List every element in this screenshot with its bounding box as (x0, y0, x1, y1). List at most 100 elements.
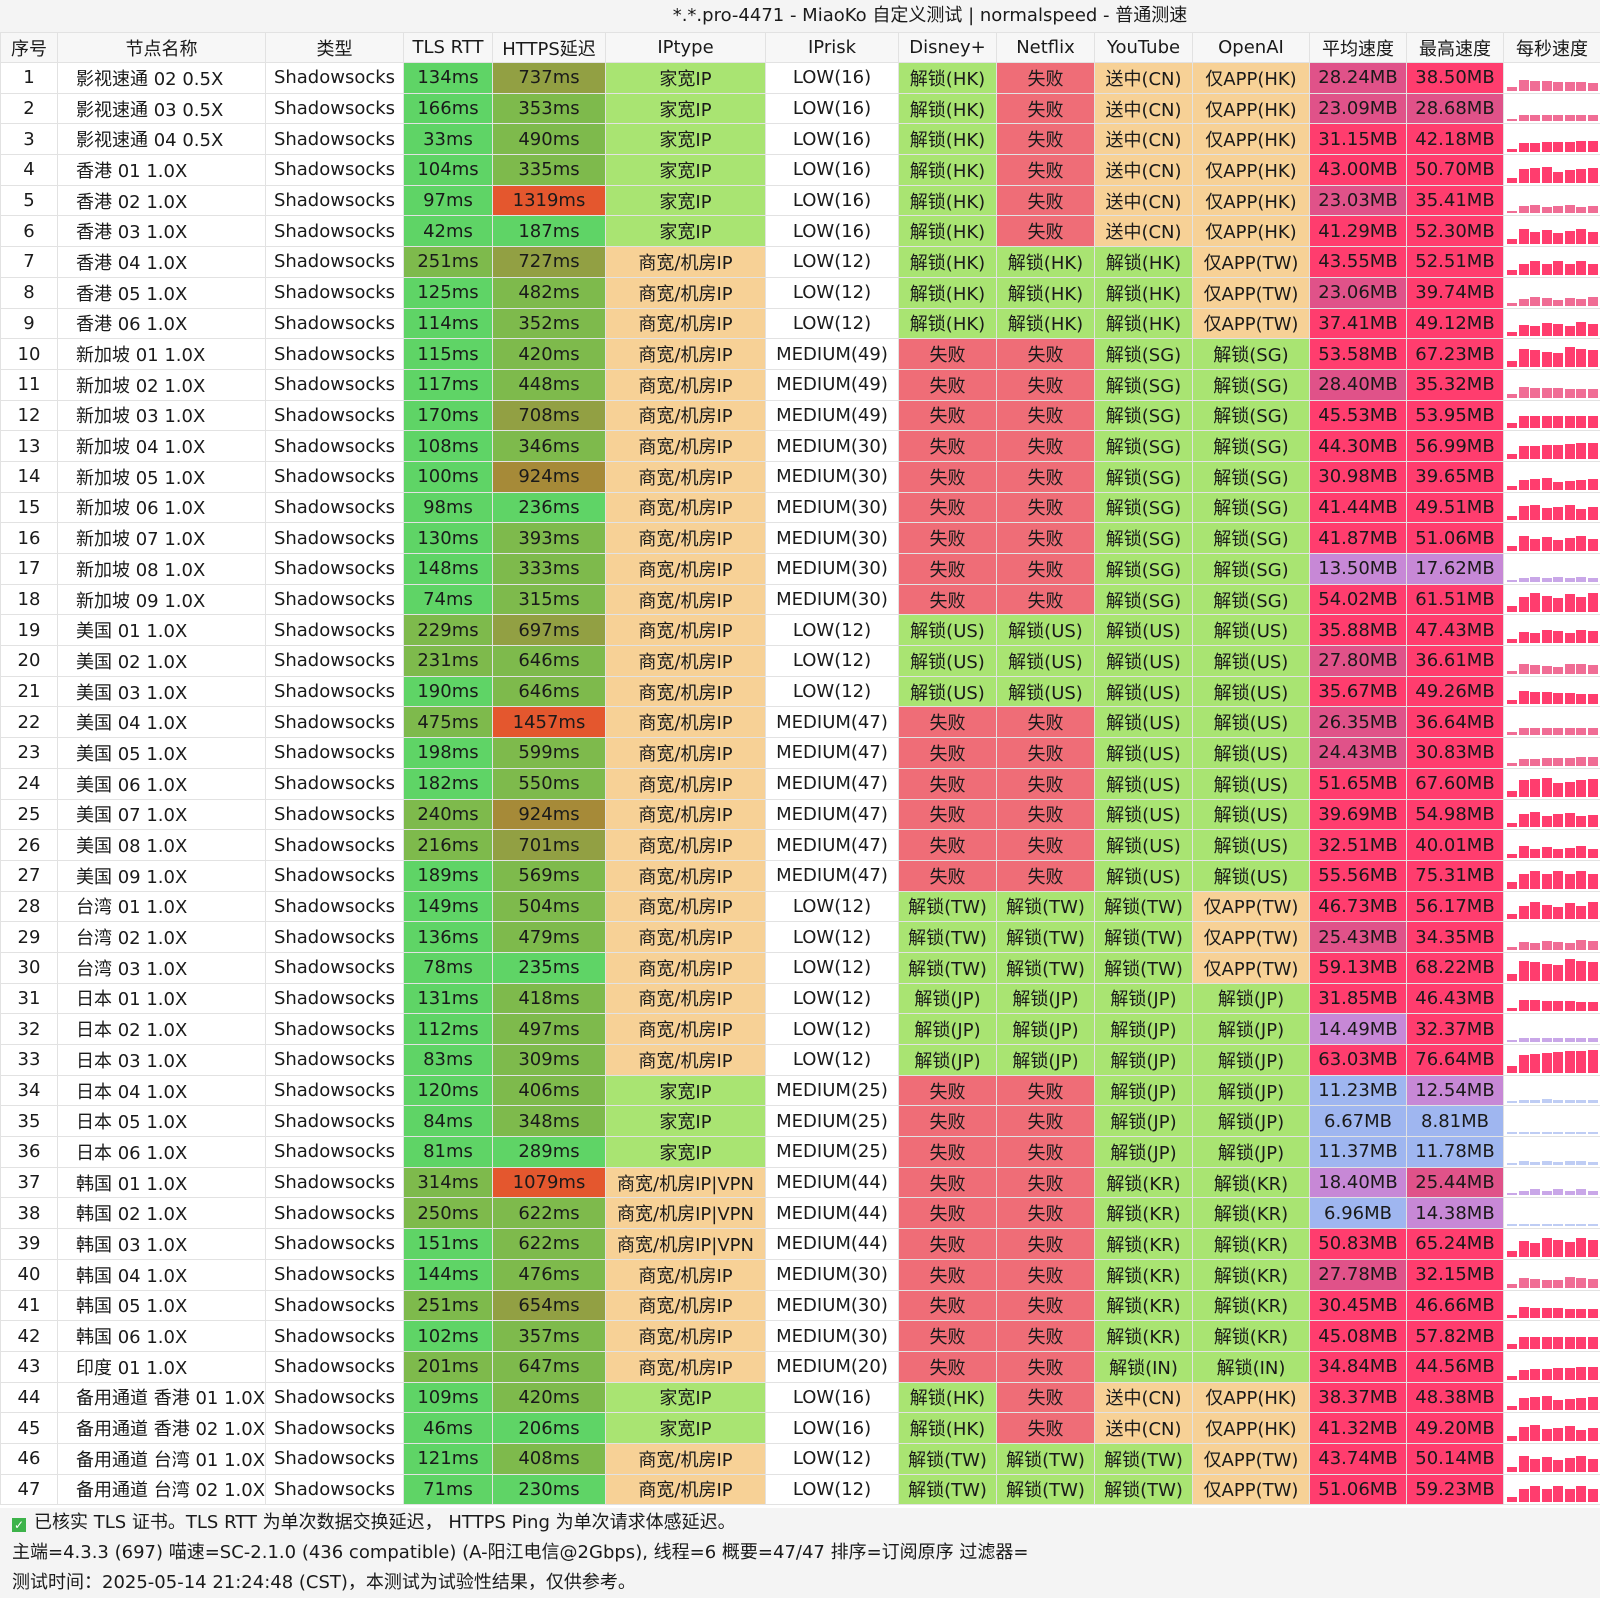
cell-openai: 仅APP(TW) (1192, 1473, 1310, 1506)
speed-bar (1576, 141, 1586, 153)
cell-avg-speed: 59.13MB (1309, 951, 1407, 984)
cell-avg-speed: 34.84MB (1309, 1350, 1407, 1383)
cell-per-second-speed (1503, 92, 1600, 125)
cell-node-name: 新加坡 08 1.0X (57, 553, 266, 585)
cell-netflix: 失败 (996, 399, 1095, 432)
cell-type: Shadowsocks (265, 1473, 404, 1506)
cell-iptype: 家宽IP (605, 1412, 766, 1444)
cell-iptype: 商宽/机房IP (605, 1289, 766, 1322)
cell-index: 21 (0, 675, 58, 708)
cell-openai: 仅APP(TW) (1192, 890, 1310, 923)
cell-youtube: 解锁(TW) (1094, 921, 1193, 953)
table-row: 27 美国 09 1.0X Shadowsocks 189ms 569ms 商宽/机房IP… (0, 859, 1600, 892)
cell-per-second-speed (1503, 553, 1600, 585)
speed-bar (1541, 536, 1552, 551)
cell-node-name: 美国 03 1.0X (57, 675, 266, 708)
cell-type: Shadowsocks (265, 1197, 404, 1230)
cell-node-name: 新加坡 09 1.0X (57, 583, 266, 616)
speed-bar (1507, 515, 1517, 521)
cell-type: Shadowsocks (265, 154, 404, 186)
speed-bar (1587, 578, 1598, 582)
speed-bar (1518, 387, 1529, 398)
speed-bar (1587, 1278, 1598, 1288)
cell-node-name: 日本 06 1.0X (57, 1136, 266, 1168)
speed-bar (1518, 691, 1529, 705)
speed-bar (1518, 1337, 1529, 1349)
cell-type: Shadowsocks (265, 1105, 404, 1138)
cell-disney: 失败 (898, 1136, 997, 1168)
speed-bar (1587, 350, 1598, 367)
speed-bar (1541, 115, 1552, 122)
cell-iptype: 商宽/机房IP (605, 890, 766, 923)
speed-bar (1553, 444, 1563, 459)
cell-disney: 解锁(HK) (898, 184, 997, 217)
cell-youtube: 解锁(SG) (1094, 522, 1193, 554)
cell-avg-speed: 23.09MB (1309, 92, 1407, 125)
cell-iptype: 商宽/机房IP (605, 1044, 766, 1076)
table-row: 15 新加坡 06 1.0X Shadowsocks 98ms 236ms 商宽/机房IP… (0, 491, 1600, 524)
speed-bar (1541, 963, 1552, 981)
cell-youtube: 解锁(TW) (1094, 1442, 1193, 1475)
cell-index: 24 (0, 767, 58, 800)
cell-max-speed: 35.32MB (1406, 368, 1504, 401)
cell-per-second-speed (1503, 1013, 1600, 1045)
cell-max-speed: 53.95MB (1406, 399, 1504, 432)
cell-netflix: 失败 (996, 859, 1095, 892)
cell-max-speed: 67.23MB (1406, 338, 1504, 370)
table-row: 31 日本 01 1.0X Shadowsocks 131ms 418ms 商宽/机房IP… (0, 982, 1600, 1015)
table-row: 22 美国 04 1.0X Shadowsocks 475ms 1457ms 商宽/机房I… (0, 706, 1600, 739)
cell-index: 7 (0, 246, 58, 278)
cell-tls-rtt: 251ms (403, 246, 493, 278)
cell-max-speed: 50.70MB (1406, 154, 1504, 186)
cell-tls-rtt: 250ms (403, 1197, 493, 1230)
speed-bar (1518, 1240, 1529, 1257)
speed-bar (1564, 812, 1575, 828)
cell-type: Shadowsocks (265, 1258, 404, 1291)
col-header-per-second-speed: 每秒速度 (1503, 32, 1600, 63)
speed-bar (1553, 577, 1563, 582)
cell-max-speed: 14.38MB (1406, 1197, 1504, 1230)
cell-netflix: 解锁(JP) (996, 982, 1095, 1015)
cell-openai: 解锁(KR) (1192, 1166, 1310, 1199)
cell-avg-speed: 11.37MB (1309, 1136, 1407, 1168)
cell-type: Shadowsocks (265, 737, 404, 769)
cell-iprisk: MEDIUM(30) (765, 430, 899, 462)
cell-openai: 解锁(SG) (1192, 368, 1310, 401)
speed-bar (1564, 416, 1575, 429)
speed-bar (1541, 1160, 1552, 1165)
cell-netflix: 解锁(TW) (996, 890, 1095, 923)
speed-bar (1507, 239, 1517, 245)
cell-index: 35 (0, 1105, 58, 1138)
speed-bar (1576, 298, 1586, 306)
table-row: 6 香港 03 1.0X Shadowsocks 42ms 187ms 家宽IP LOW(1… (0, 215, 1600, 248)
cell-disney: 失败 (898, 829, 997, 861)
speed-bar (1530, 1337, 1540, 1349)
speed-bar (1553, 1100, 1563, 1104)
cell-iptype: 商宽/机房IP (605, 553, 766, 585)
speed-bar (1587, 323, 1598, 337)
table-row: 18 新加坡 09 1.0X Shadowsocks 74ms 315ms 商宽/机房IP… (0, 583, 1600, 616)
cell-per-second-speed (1503, 1044, 1600, 1076)
cell-iptype: 商宽/机房IP (605, 430, 766, 462)
cell-openai: 解锁(SG) (1192, 338, 1310, 370)
cell-avg-speed: 6.67MB (1309, 1105, 1407, 1138)
speed-bar (1587, 874, 1598, 889)
speed-bar (1530, 758, 1540, 766)
speed-bar (1530, 1242, 1540, 1257)
speed-bar (1564, 537, 1575, 551)
cell-max-speed: 25.44MB (1406, 1166, 1504, 1199)
cell-tls-rtt: 117ms (403, 368, 493, 401)
speed-bar (1576, 780, 1586, 797)
cell-type: Shadowsocks (265, 706, 404, 739)
cell-iptype: 商宽/机房IP (605, 460, 766, 493)
table-row: 13 新加坡 04 1.0X Shadowsocks 108ms 346ms 商宽/机房I… (0, 430, 1600, 462)
cell-iptype: 商宽/机房IP (605, 798, 766, 831)
cell-disney: 失败 (898, 1105, 997, 1138)
cell-node-name: 香港 03 1.0X (57, 215, 266, 248)
speed-bar (1576, 535, 1586, 551)
speed-bar (1507, 822, 1517, 828)
cell-avg-speed: 38.37MB (1309, 1381, 1407, 1414)
cell-per-second-speed (1503, 368, 1600, 401)
speed-bar (1507, 1193, 1517, 1196)
speed-bar (1518, 942, 1529, 950)
